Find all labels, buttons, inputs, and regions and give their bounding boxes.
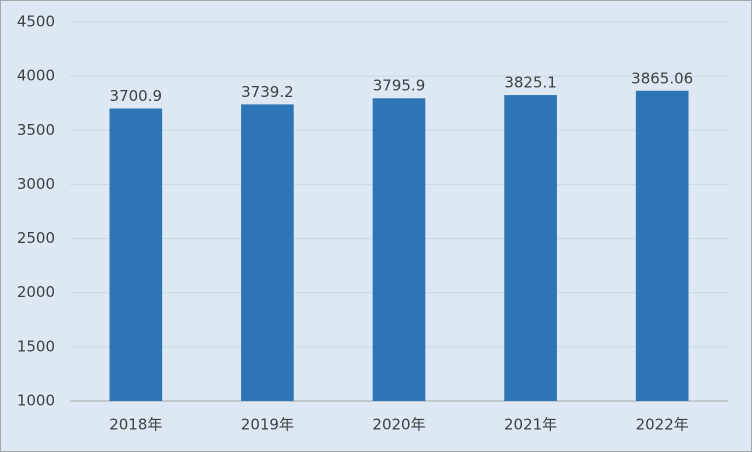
- x-tick-label: 2022年: [636, 416, 689, 434]
- x-tick-label: 2018年: [109, 416, 162, 434]
- y-tick-label: 4000: [17, 67, 55, 85]
- x-tick-label: 2020年: [372, 416, 425, 434]
- bar: [241, 104, 294, 401]
- data-label: 3825.1: [504, 74, 557, 92]
- bar: [109, 108, 163, 401]
- y-tick-label: 3500: [17, 121, 55, 139]
- y-tick-label: 1500: [17, 337, 55, 355]
- x-tick-label: 2019年: [241, 416, 294, 434]
- y-tick-label: 1000: [17, 392, 55, 410]
- y-tick-label: 2500: [17, 229, 55, 247]
- x-tick-label: 2021年: [504, 416, 557, 434]
- bar: [504, 95, 557, 401]
- bar: [635, 90, 689, 401]
- y-tick-label: 3000: [17, 175, 55, 193]
- data-label: 3700.9: [110, 87, 163, 105]
- data-label: 3739.2: [241, 83, 294, 101]
- y-tick-label: 4500: [17, 13, 55, 31]
- data-label: 3795.9: [373, 77, 426, 95]
- data-label: 3865.06: [631, 69, 693, 87]
- bar: [372, 98, 426, 402]
- y-tick-label: 2000: [17, 283, 55, 301]
